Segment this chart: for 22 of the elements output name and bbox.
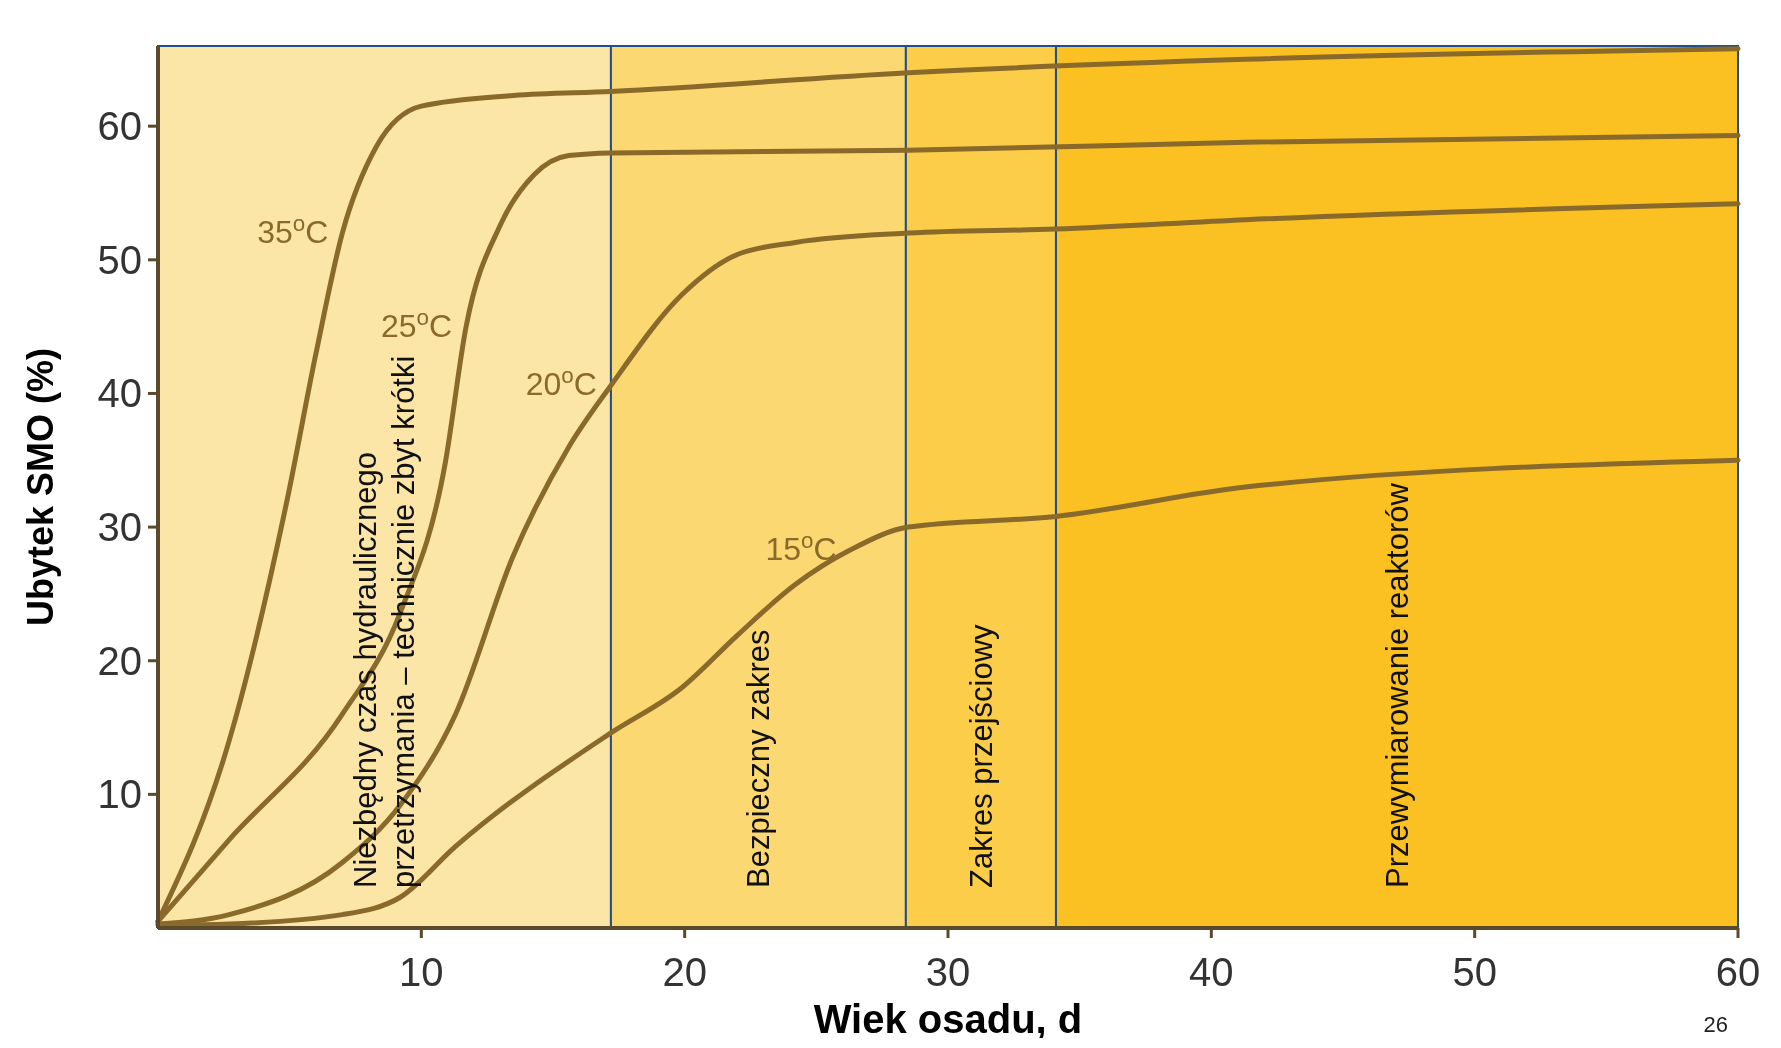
x-tick-label: 60 xyxy=(1715,950,1761,994)
x-tick-label: 20 xyxy=(662,950,707,994)
y-tick-label: 10 xyxy=(97,772,142,817)
y-tick-label: 40 xyxy=(97,371,142,416)
y-tick-label: 60 xyxy=(97,104,142,149)
band-label: Zakres przejściowy xyxy=(963,623,999,888)
band-label: Bezpieczny zakres xyxy=(741,629,777,888)
band-label: Przewymiarowanie reaktorów xyxy=(1379,482,1415,888)
text: 26 xyxy=(1703,1012,1728,1037)
series-label: 20$^{o}$C xyxy=(525,362,597,403)
x-tick-label: 40 xyxy=(1189,950,1234,994)
band-label: Niezbędny czas hydraulicznego przetrzymania – technicznie zbyt krótki xyxy=(348,355,422,888)
series-label: 15$^{o}$C xyxy=(765,527,837,567)
x-tick-label: 50 xyxy=(1452,950,1497,994)
y-tick-label: 50 xyxy=(97,237,142,282)
x-tick-label: 30 xyxy=(925,950,971,994)
series-label: 25$^{o}$C xyxy=(380,304,453,344)
y-tick-label: 30 xyxy=(97,505,142,550)
y-tick-label: 20 xyxy=(97,638,142,683)
series-label: 35$^{o}$C xyxy=(257,210,329,251)
x-tick-label: 10 xyxy=(399,950,444,994)
y-axis-title: Ubytek SMO (%) xyxy=(20,347,61,627)
